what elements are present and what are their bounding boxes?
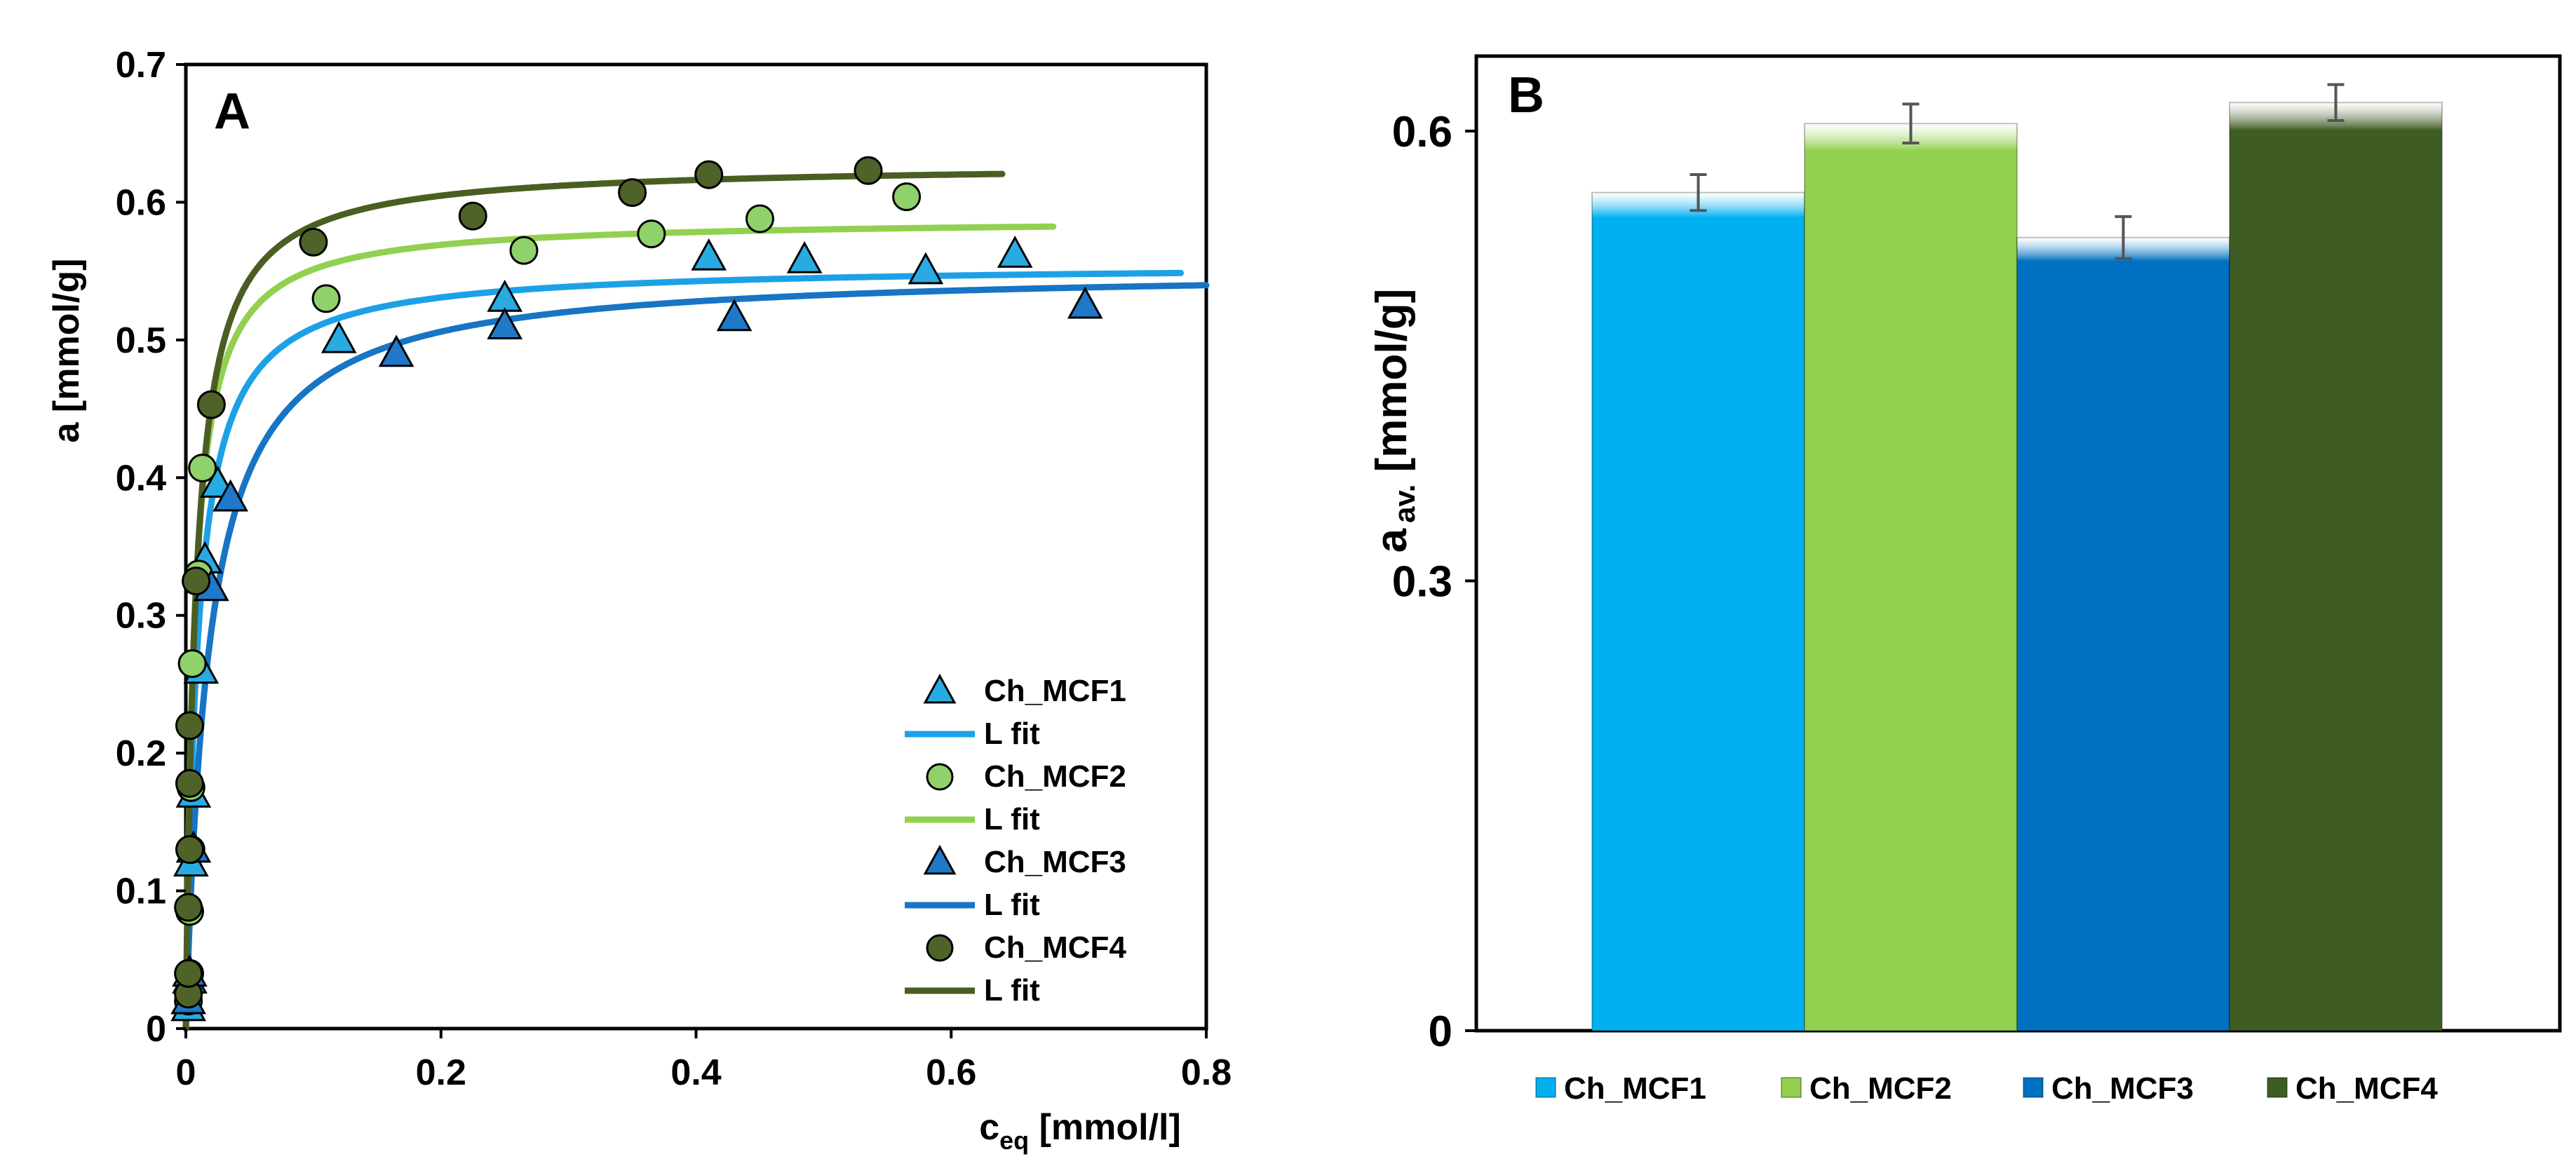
y-tick-label: 0.3 [116, 596, 166, 637]
data-point-ch_mcf1 [908, 252, 944, 285]
bar-ch_mcf1 [1591, 191, 1805, 1032]
data-point-ch_mcf2 [745, 204, 774, 233]
panel-a-label: A [214, 83, 250, 140]
legend-label-ch_mcf4: Ch_MCF4 [2295, 1071, 2438, 1106]
data-point-ch_mcf4 [694, 160, 724, 189]
panel-a-y-axis-label: a [mmol/g] [46, 259, 87, 443]
fit-line-ch_mcf4 [182, 170, 1006, 1032]
legend-swatch-ch_mcf4 [2267, 1077, 2288, 1098]
y-tick-label: 0 [146, 1009, 166, 1050]
legend-fit-label: L fit [984, 802, 1040, 836]
data-point-ch_mcf1 [786, 240, 823, 273]
data-point-ch_mcf1 [997, 235, 1033, 268]
data-point-ch_mcf3 [716, 299, 753, 332]
data-point-ch_mcf4 [174, 893, 203, 922]
data-point-ch_mcf4 [175, 711, 204, 740]
y-tick-label: 0 [1429, 1008, 1452, 1056]
legend-fit-label: L fit [984, 717, 1040, 751]
data-point-ch_mcf1 [691, 238, 727, 271]
x-tick-label: 0.2 [416, 1052, 466, 1093]
y-tick-label: 0.4 [116, 458, 166, 499]
data-point-ch_mcf4 [182, 567, 211, 596]
panel-a-legend: Ch_MCF1 L fit Ch_MCF2 L fit Ch_MCF3 L fit Ch_M… [905, 673, 1126, 1008]
x-label-sub: eq [999, 1126, 1029, 1155]
panel-b-y-axis-label: a av. [mmol/g] [1368, 289, 1421, 553]
data-point-ch_mcf4 [618, 178, 647, 208]
legend-label-ch_mcf1: Ch_MCF1 [1564, 1071, 1706, 1106]
data-point-ch_mcf2 [892, 182, 922, 212]
x-tick-label: 0.4 [670, 1052, 721, 1093]
data-point-ch_mcf4 [174, 958, 203, 988]
panel-a-x-axis-label: ceq [mmol/l] [979, 1107, 1181, 1155]
data-point-ch_mcf1 [321, 320, 357, 353]
legend-label-ch_mcf1: Ch_MCF1 [984, 674, 1126, 708]
legend-label-ch_mcf3: Ch_MCF3 [2051, 1071, 2194, 1106]
x-tick-label: 0.8 [1181, 1052, 1232, 1093]
data-point-ch_mcf4 [299, 227, 328, 257]
legend-swatch-ch_mcf1 [1535, 1077, 1556, 1098]
bar-ch_mcf3 [2016, 236, 2230, 1031]
data-point-ch_mcf2 [637, 219, 666, 249]
x-label-main: c [979, 1107, 999, 1148]
data-point-ch_mcf3 [378, 334, 414, 367]
panel-b-legend: Ch_MCF1 Ch_MCF2 Ch_MCF3 Ch_MCF4 [1535, 1071, 2438, 1106]
panel-a-x-ticks: 0 0.2 0.4 0.6 0.8 [176, 1029, 1232, 1093]
y-tick-label: 0.6 [116, 182, 166, 223]
x-tick-label: 0 [176, 1052, 196, 1093]
data-point-ch_mcf4 [175, 768, 204, 798]
data-point-ch_mcf3 [487, 307, 523, 339]
legend-fit-label: L fit [984, 973, 1040, 1008]
panel-a-data-points [170, 156, 1103, 1022]
data-point-ch_mcf2 [311, 284, 341, 313]
y-tick-label: 0.6 [1392, 108, 1452, 156]
legend-label-ch_mcf3: Ch_MCF3 [984, 845, 1126, 879]
data-point-ch_mcf4 [854, 156, 883, 185]
legend-fit-label: L fit [984, 888, 1040, 922]
panel-b-chart: 00.30.6 B aav. [mmol/g] Ch_MCF1 Ch_MCF2 Ch… [1368, 54, 2562, 1106]
legend-swatch-ch_mcf3 [2023, 1077, 2044, 1098]
data-point-ch_mcf4 [458, 201, 487, 231]
panel-b-label: B [1508, 67, 1544, 123]
y-tick-label: 0.2 [116, 733, 166, 774]
data-point-ch_mcf3 [213, 479, 248, 512]
y-label-main: a [1368, 528, 1416, 553]
y-tick-label: 0.5 [116, 320, 166, 361]
bar-ch_mcf2 [1804, 123, 2018, 1032]
y-label-unit: [mmol/g] [1368, 289, 1416, 484]
panel-b-y-ticks: 0 0.3 0.6 [1392, 108, 1476, 1056]
legend-label-ch_mcf2: Ch_MCF2 [1809, 1071, 1952, 1106]
legend-label-ch_mcf4: Ch_MCF4 [984, 930, 1126, 965]
panel-a-chart: 0 0.1 0.2 0.3 0.4 0.5 0.6 0.7 0 0.2 0.4 0.6 0.8 A a… [46, 45, 1232, 1155]
legend-marker-ch_mcf3 [923, 844, 957, 875]
data-point-ch_mcf4 [196, 390, 226, 419]
panel-b-bars [1591, 102, 2443, 1032]
legend-swatch-ch_mcf2 [1781, 1077, 1802, 1098]
y-tick-label: 0.3 [1392, 557, 1452, 606]
legend-marker-ch_mcf2 [926, 763, 954, 791]
legend-label-ch_mcf2: Ch_MCF2 [984, 759, 1126, 794]
data-point-ch_mcf3 [1067, 286, 1103, 319]
panel-b-error-bars [1690, 83, 2345, 260]
y-tick-label: 0.1 [116, 872, 166, 912]
data-point-ch_mcf2 [177, 649, 207, 678]
bar-ch_mcf4 [2229, 102, 2443, 1031]
x-label-unit: [mmol/l] [1029, 1107, 1181, 1148]
data-point-ch_mcf4 [175, 835, 204, 865]
x-tick-label: 0.6 [926, 1052, 976, 1093]
y-label-sub: av. [1388, 484, 1421, 523]
data-point-ch_mcf2 [509, 236, 539, 265]
panel-a-plot-area [184, 62, 1208, 1031]
data-point-ch_mcf2 [188, 454, 217, 483]
legend-marker-ch_mcf1 [923, 673, 957, 704]
legend-marker-ch_mcf4 [926, 934, 954, 962]
panel-a-y-ticks: 0 0.1 0.2 0.3 0.4 0.5 0.6 0.7 [116, 45, 186, 1050]
y-tick-label: 0.7 [116, 45, 166, 86]
